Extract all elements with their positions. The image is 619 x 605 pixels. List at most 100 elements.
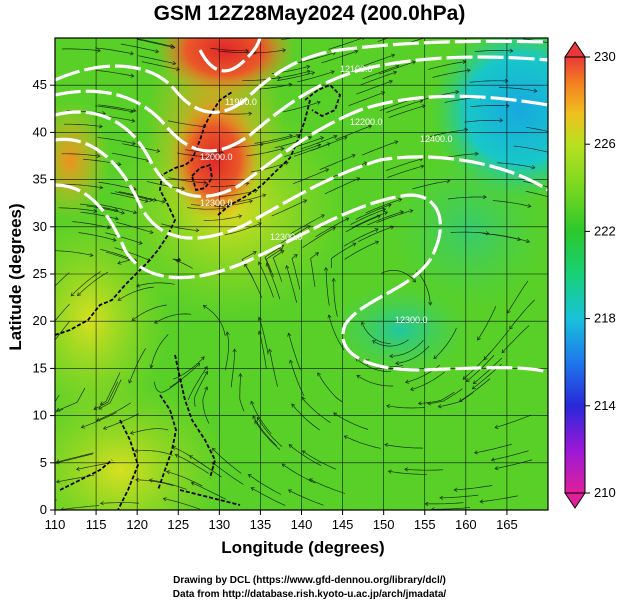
- streamline: [131, 304, 167, 321]
- streamline: [358, 226, 394, 243]
- streamline-arrowhead: [287, 489, 293, 494]
- streamline: [111, 152, 150, 162]
- colorbar-top-arrow: [564, 41, 586, 58]
- streamline: [292, 168, 329, 185]
- streamline: [269, 349, 278, 387]
- streamline: [253, 83, 292, 90]
- streamline: [386, 405, 426, 409]
- streamline-arrowhead: [220, 150, 225, 156]
- streamline: [100, 372, 121, 405]
- streamline-arrowhead: [325, 168, 330, 173]
- streamline: [55, 250, 94, 256]
- streamline-arrowhead: [98, 124, 103, 129]
- streamline: [242, 77, 281, 82]
- streamline-arrowhead: [98, 405, 103, 410]
- streamline-arrowhead: [129, 109, 134, 114]
- streamline-arrowhead: [117, 260, 122, 265]
- streamline-arrowhead: [420, 164, 425, 169]
- streamline: [224, 222, 262, 236]
- streamline: [116, 221, 154, 234]
- streamline-arrowhead: [96, 153, 101, 159]
- streamline: [134, 450, 173, 456]
- streamline-arrowhead: [256, 416, 261, 421]
- streamline-arrowhead: [509, 48, 514, 53]
- colorbar-bottom-arrow: [564, 492, 586, 509]
- streamline: [395, 345, 430, 364]
- streamline: [61, 153, 100, 157]
- streamline-arrowhead: [148, 478, 153, 483]
- streamline: [95, 105, 134, 113]
- streamline-arrowhead: [195, 228, 200, 233]
- streamline-arrowhead: [287, 332, 292, 337]
- streamline: [288, 333, 301, 370]
- streamline: [360, 71, 397, 86]
- streamline: [61, 48, 101, 52]
- x-tick-label: 140: [291, 517, 313, 532]
- streamline: [496, 162, 535, 169]
- y-tick-label: 0: [40, 502, 47, 517]
- streamline: [128, 348, 146, 384]
- colorbar-tick-label: 214: [594, 398, 616, 413]
- streamline-arrowhead: [409, 209, 414, 214]
- streamline: [494, 414, 532, 429]
- streamline-arrowhead: [433, 355, 438, 360]
- streamline: [99, 204, 137, 214]
- streamline: [213, 112, 252, 115]
- streamline: [387, 165, 424, 178]
- streamline: [509, 299, 535, 330]
- streamline: [105, 251, 132, 264]
- streamline: [56, 452, 94, 463]
- streamline-arrowhead: [374, 228, 379, 233]
- streamline: [60, 505, 100, 510]
- streamline: [230, 349, 235, 388]
- streamline: [166, 471, 203, 487]
- streamline: [356, 375, 394, 387]
- streamline-arrowhead: [99, 501, 104, 506]
- streamline-arrowhead: [171, 44, 176, 50]
- streamline: [254, 135, 293, 144]
- streamline: [317, 372, 343, 403]
- streamline: [289, 360, 305, 397]
- streamline-arrowhead: [202, 305, 207, 309]
- streamline-arrowhead: [424, 501, 429, 507]
- streamline-arrowhead: [412, 278, 416, 283]
- streamline-arrowhead: [225, 331, 230, 336]
- streamline: [526, 126, 548, 132]
- streamline: [319, 154, 356, 171]
- y-tick-label: 5: [40, 455, 47, 470]
- streamline: [252, 415, 278, 447]
- streamline: [93, 381, 119, 410]
- streamline-arrowhead: [156, 148, 161, 153]
- streamline: [135, 479, 174, 487]
- streamline-arrowhead: [363, 161, 368, 166]
- streamline: [194, 371, 208, 407]
- streamline-arrowhead: [26, 409, 30, 413]
- streamline: [138, 55, 176, 65]
- streamline-arrowhead: [494, 466, 499, 471]
- streamline: [58, 207, 97, 212]
- streamline-arrowhead: [360, 321, 365, 326]
- streamline: [438, 392, 474, 408]
- streamline-arrowhead: [291, 403, 296, 408]
- streamline-arrowhead: [99, 401, 104, 405]
- streamline: [81, 412, 117, 428]
- streamline: [97, 137, 136, 145]
- streamline-arrowhead: [46, 349, 49, 353]
- streamline: [291, 403, 321, 431]
- streamline: [350, 208, 386, 225]
- streamline-arrowhead: [437, 404, 442, 409]
- streamline-arrowhead: [55, 460, 60, 465]
- streamline-arrowhead: [320, 136, 325, 141]
- streamline: [169, 363, 200, 388]
- streamline-arrowhead: [245, 181, 250, 186]
- streamline-arrowhead: [282, 48, 287, 53]
- streamline-arrowhead: [479, 499, 484, 504]
- streamline-arrowhead: [509, 325, 513, 330]
- streamline-arrowhead: [136, 283, 141, 288]
- streamline-arrowhead: [277, 75, 282, 80]
- streamline-arrowhead: [117, 161, 122, 167]
- streamline-arrowhead: [114, 207, 119, 213]
- streamline: [498, 87, 538, 92]
- streamline-arrowhead: [485, 231, 490, 236]
- streamline-arrowhead: [175, 67, 181, 72]
